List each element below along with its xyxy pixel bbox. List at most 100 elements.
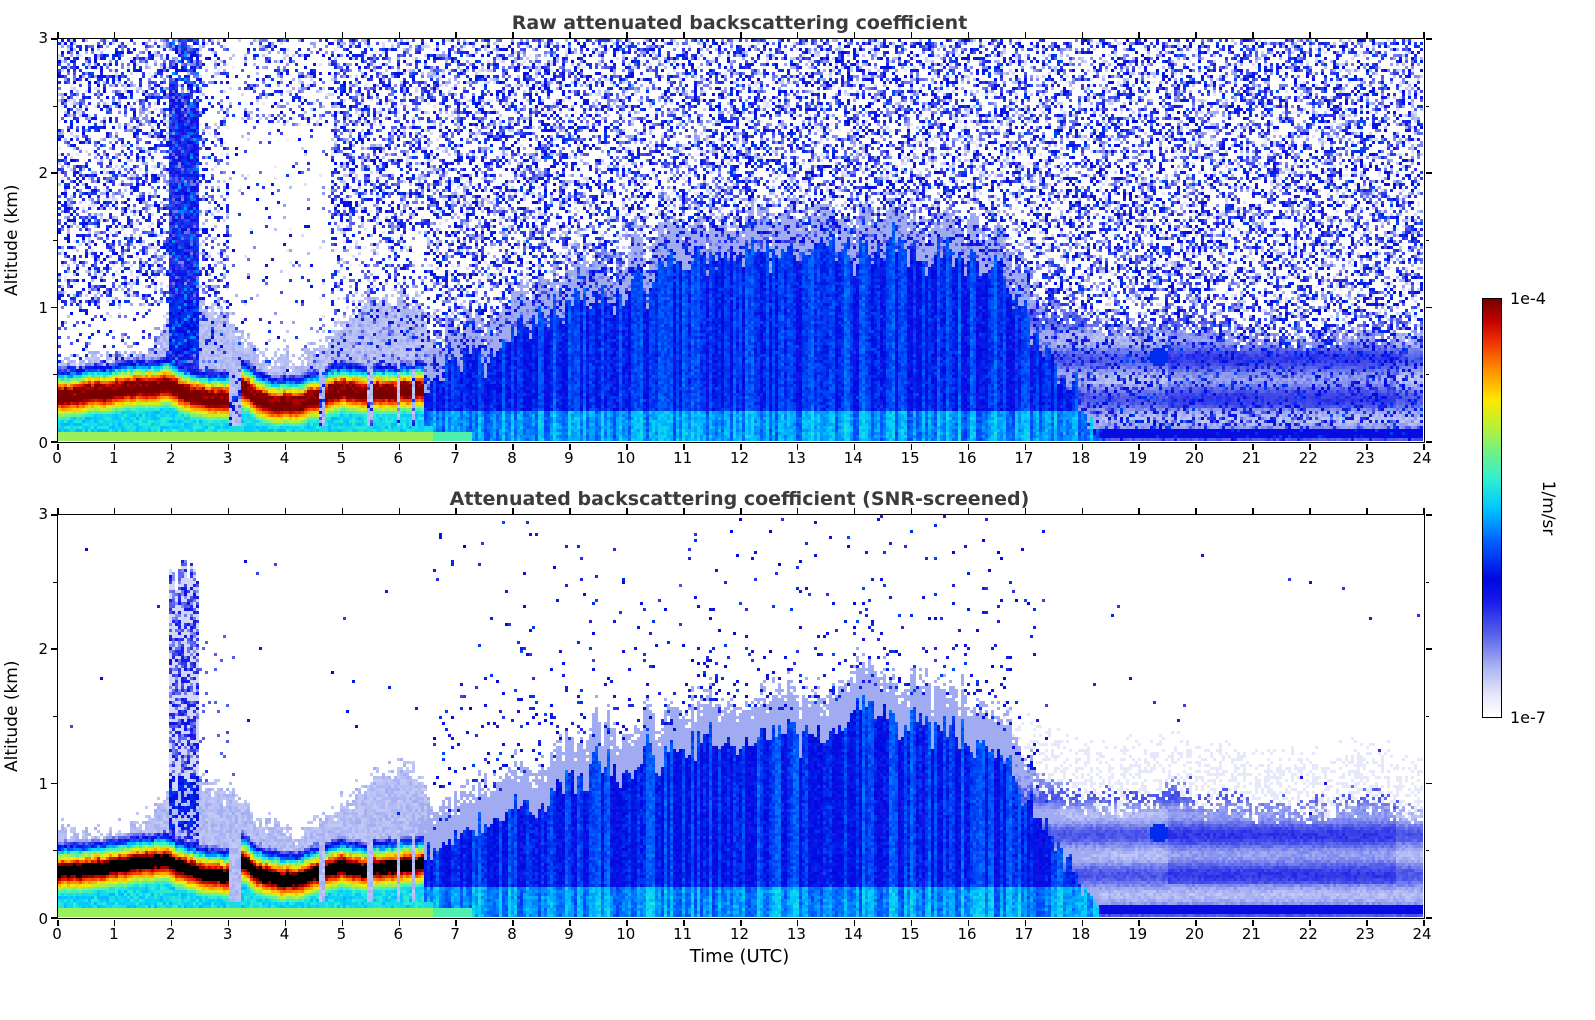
x-tick-label: 10 (616, 449, 636, 467)
colorbar-wrap: 1e-4 1e-7 1/m/sr (1482, 289, 1558, 727)
x-tick-labels: 0 1 2 3 4 5 6 7 8 9 10 11 12 13 14 15 16 17 18 19 20 21 22 23 24 (52, 443, 1431, 470)
y-tick-mark (50, 514, 57, 516)
x-tick-label: 2 (165, 925, 176, 943)
x-tick-label: 11 (673, 925, 693, 943)
y-minor-tick-mark (53, 581, 57, 583)
y-tick-label: 1 (38, 298, 48, 317)
x-tick-mark (967, 507, 970, 514)
x-tick-label: 16 (957, 449, 977, 467)
x-tick-mark (170, 443, 173, 450)
x-tick-mark (1423, 31, 1425, 38)
x-tick-mark (113, 443, 116, 450)
x-tick-label: 7 (450, 449, 460, 467)
x-tick-label: 3 (222, 925, 233, 943)
x-tick-mark (1195, 919, 1197, 926)
x-tick-mark (170, 507, 173, 514)
x-tick-label: 10 (616, 925, 636, 943)
y-minor-tick-mark (1425, 716, 1429, 717)
x-axis-label: Time (UTC) (689, 946, 790, 967)
heatmap-screened-plot (50, 507, 1432, 926)
x-tick-mark (1081, 443, 1083, 450)
x-tick-label: 21 (1241, 449, 1261, 467)
x-tick-mark (455, 443, 457, 450)
x-tick-mark (284, 507, 287, 514)
x-tick-mark (398, 31, 400, 38)
colorbar-max-label: 1e-4 (1510, 289, 1546, 308)
x-tick-mark (512, 443, 514, 450)
y-tick-label: 1 (38, 774, 48, 793)
x-tick-label: 17 (1014, 449, 1034, 467)
x-tick-mark (569, 31, 571, 38)
x-tick-mark (341, 443, 344, 450)
x-tick-mark (1024, 919, 1027, 926)
y-tick-mark (1425, 172, 1432, 174)
x-tick-mark (284, 443, 287, 450)
x-tick-label: 0 (52, 925, 62, 943)
x-tick-label: 20 (1184, 925, 1205, 943)
x-tick-label: 8 (507, 925, 517, 943)
x-tick-label: 12 (729, 449, 750, 467)
x-tick-mark (227, 507, 230, 514)
x-tick-label: 4 (279, 449, 290, 467)
x-tick-mark (569, 919, 571, 926)
colorbar-min-label: 1e-7 (1510, 708, 1546, 727)
panel-screened: Attenuated backscattering coefficient (S… (0, 484, 1452, 974)
y-minor-tick-mark (53, 716, 57, 717)
x-tick-mark (967, 31, 970, 38)
y-tick-mark (50, 172, 57, 174)
x-tick-mark (853, 31, 856, 38)
x-tick-mark (170, 31, 173, 38)
y-tick-labels: 0 1 2 3 (24, 505, 57, 928)
x-tick-label: 5 (336, 449, 347, 467)
x-tick-mark (227, 919, 230, 926)
x-tick-mark (740, 443, 742, 450)
y-tick-mark (1425, 306, 1432, 309)
x-tick-mark (1309, 443, 1311, 450)
x-tick-label: 13 (786, 449, 806, 467)
x-tick-mark (227, 443, 230, 450)
x-tick-mark (796, 507, 799, 514)
x-tick-mark (853, 443, 856, 450)
x-tick-labels: 0 1 2 3 4 5 6 7 8 9 10 11 12 13 14 15 16 17 18 19 20 21 22 23 24 (52, 919, 1431, 946)
heatmap-raw-plot (50, 31, 1432, 450)
x-tick-label: 11 (673, 449, 693, 467)
x-tick-label: 14 (843, 449, 863, 467)
x-tick-label: 0 (52, 449, 62, 467)
x-tick-label: 6 (393, 449, 404, 467)
x-tick-mark (910, 919, 913, 926)
x-tick-label: 12 (729, 925, 750, 943)
y-tick-mark (1425, 917, 1432, 919)
x-tick-mark (1309, 31, 1311, 38)
y-tick-mark (1425, 514, 1432, 516)
x-tick-label: 14 (843, 925, 863, 943)
x-tick-mark (1423, 443, 1425, 450)
x-tick-mark (1024, 507, 1027, 514)
y-tick-label: 0 (38, 434, 48, 452)
x-tick-mark (1309, 507, 1311, 514)
x-tick-mark (569, 443, 571, 450)
x-tick-mark (113, 507, 116, 514)
y-minor-tick-mark (1425, 850, 1429, 852)
y-tick-mark (50, 917, 57, 919)
y-tick-labels: 0 1 2 3 (24, 29, 57, 452)
x-tick-mark (57, 31, 59, 38)
x-tick-mark (170, 919, 173, 926)
x-tick-mark (398, 507, 400, 514)
y-tick-mark (1425, 782, 1432, 785)
x-tick-label: 1 (109, 449, 119, 467)
x-tick-mark (341, 31, 344, 38)
y-tick-mark (1425, 648, 1432, 650)
y-minor-tick-mark (53, 105, 57, 107)
x-tick-mark (398, 443, 400, 450)
y-tick-mark (50, 648, 57, 650)
x-tick-label: 21 (1241, 925, 1261, 943)
heatmap-screened-canvas (58, 515, 1423, 917)
y-minor-tick-mark (53, 240, 57, 241)
y-minor-tick-mark (1425, 105, 1429, 107)
x-tick-mark (1423, 919, 1425, 926)
x-tick-mark (1081, 919, 1083, 926)
colorbar: 1e-4 1e-7 1/m/sr (1452, 8, 1595, 1008)
x-tick-mark (1138, 443, 1140, 450)
x-tick-label: 23 (1355, 925, 1375, 943)
